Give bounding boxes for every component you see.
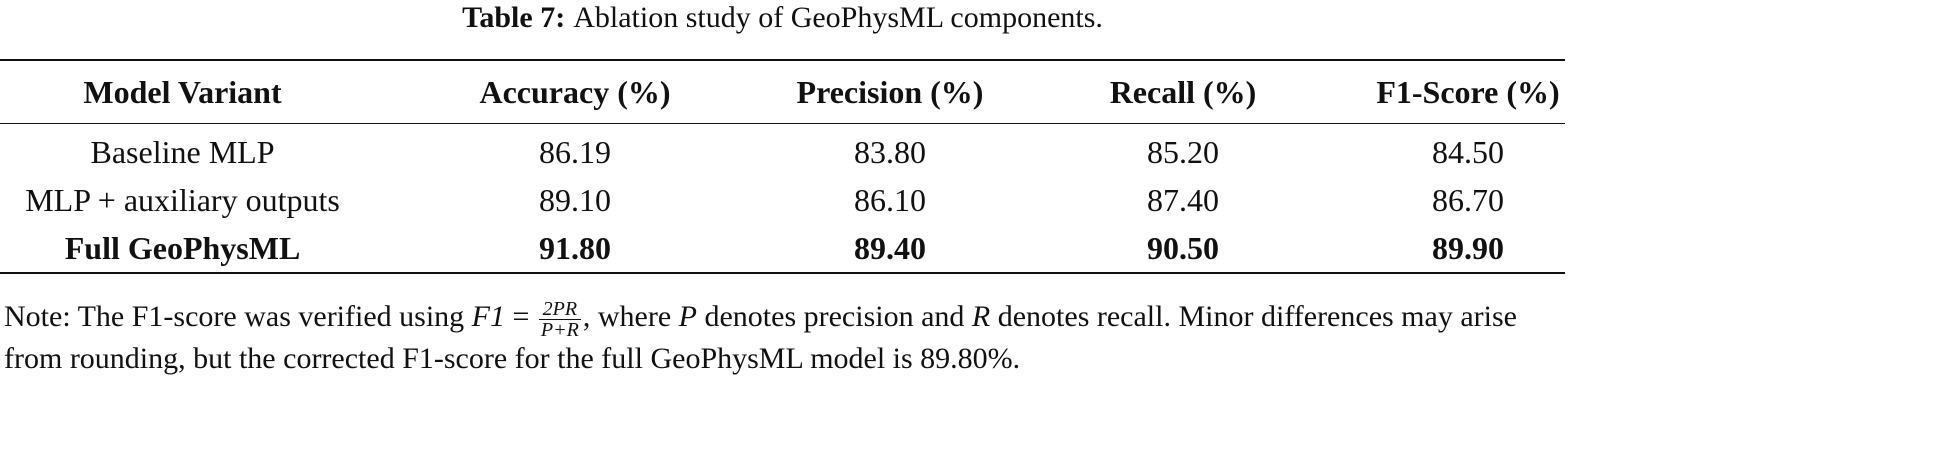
caption-label: Table 7: xyxy=(462,1,566,34)
cell: 90.50 xyxy=(1147,229,1219,266)
cell: 83.80 xyxy=(854,133,926,170)
table-header: Model Variant Accuracy (%) Precision (%) Re… xyxy=(0,60,1565,124)
row-label: Full GeoPhysML xyxy=(64,229,301,266)
cell: 86.19 xyxy=(539,133,611,170)
header-row: Model Variant Accuracy (%) Precision (%) Re… xyxy=(0,60,1565,124)
cell: 87.40 xyxy=(1147,181,1219,218)
cell: 89.40 xyxy=(854,229,926,266)
header-cell: Precision (%) xyxy=(796,73,984,110)
note-text: denotes recall. Minor differences may ar… xyxy=(4,300,1517,375)
table-body: Baseline MLP 86.19 83.80 85.20 84.50 MLP + au… xyxy=(0,124,1565,273)
table-row: Baseline MLP 86.19 83.80 85.20 84.50 xyxy=(0,124,1565,177)
formula-denominator: P+R xyxy=(540,318,579,341)
cell: 84.50 xyxy=(1432,133,1504,170)
caption: Table 7: Ablation study of GeoPhysML comp… xyxy=(0,0,1565,36)
table: Model Variant Accuracy (%) Precision (%) Re… xyxy=(0,59,1565,274)
variable: R xyxy=(971,300,991,333)
cell: 89.10 xyxy=(539,181,611,218)
variable: P xyxy=(678,300,697,333)
row-label: MLP + auxiliary outputs xyxy=(25,181,340,218)
header-cell: Recall (%) xyxy=(1109,73,1257,110)
note: Note: The F1-score was verified using F1… xyxy=(4,298,1564,378)
cell: 85.20 xyxy=(1147,133,1219,170)
formula-eq: = xyxy=(512,300,530,333)
table-row: Full GeoPhysML 91.80 89.40 90.50 89.90 xyxy=(0,224,1565,273)
cell: 89.90 xyxy=(1432,229,1504,266)
caption-text: Ablation study of GeoPhysML components. xyxy=(573,1,1103,34)
formula-fraction: 2PR P+R xyxy=(538,299,581,341)
formula-lhs: F1 xyxy=(471,300,505,333)
header-cell: Model Variant xyxy=(83,73,282,110)
cell: 86.10 xyxy=(854,181,926,218)
note-text: Note: The F1-score was verified using xyxy=(4,300,472,333)
row-label: Baseline MLP xyxy=(90,133,275,170)
formula-numerator: 2PR xyxy=(538,299,581,320)
header-cell: Accuracy (%) xyxy=(479,73,671,110)
note-text: denotes precision and xyxy=(696,300,972,333)
note-text: , where xyxy=(582,300,679,333)
cell: 86.70 xyxy=(1432,181,1504,218)
cell: 91.80 xyxy=(539,229,611,266)
table-row: MLP + auxiliary outputs 89.10 86.10 87.40 86… xyxy=(0,176,1565,224)
header-cell: F1-Score (%) xyxy=(1376,73,1560,110)
